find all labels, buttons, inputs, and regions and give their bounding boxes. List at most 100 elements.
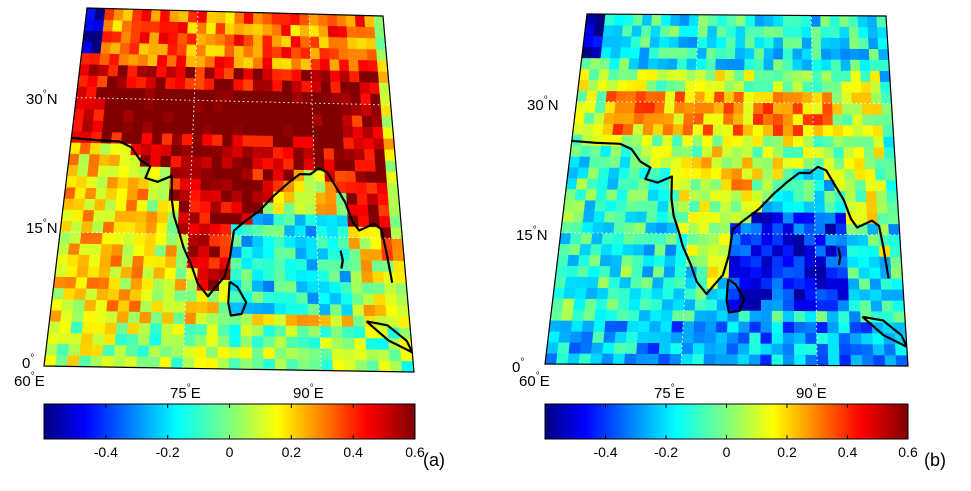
heatmap-cell: [624, 211, 638, 223]
heatmap-cell: [343, 148, 356, 161]
heatmap-cell: [771, 288, 784, 301]
heatmap-cell: [332, 359, 345, 372]
heatmap-cell: [334, 170, 347, 183]
heatmap-cell: [599, 254, 613, 267]
heatmap-cell: [132, 255, 145, 268]
heatmap-cell: [836, 266, 849, 279]
heatmap-cell: [253, 12, 264, 25]
heatmap-cell: [863, 146, 875, 159]
heatmap-cell: [356, 192, 369, 205]
heatmap-cell: [580, 331, 594, 343]
heatmap-cell: [844, 190, 857, 203]
heatmap-cell: [608, 276, 621, 289]
heatmap-cell: [752, 168, 764, 180]
heatmap-cell: [91, 220, 105, 233]
heatmap-cell: [186, 43, 197, 57]
heatmap-cell: [59, 220, 73, 233]
heatmap-cell: [696, 47, 708, 59]
heatmap-cell: [293, 146, 305, 159]
heatmap-cell: [61, 209, 74, 222]
heatmap-cell: [125, 199, 138, 212]
heatmap-cell: [217, 334, 230, 348]
heatmap-cell: [584, 298, 598, 310]
heatmap-cell: [185, 66, 196, 79]
heatmap-cell: [373, 137, 385, 150]
heatmap-cell: [760, 310, 773, 322]
heatmap-cell: [545, 341, 560, 354]
heatmap-cell: [815, 255, 827, 268]
heatmap-cell: [329, 292, 342, 305]
heatmap-cell: [878, 48, 890, 61]
heatmap-cell: [655, 79, 667, 92]
heatmap-cell: [749, 288, 762, 300]
heatmap-cell: [782, 222, 795, 235]
heatmap-cell: [76, 265, 90, 278]
heatmap-cell: [182, 345, 196, 358]
heatmap-cell: [283, 157, 295, 170]
heatmap-cell: [640, 145, 653, 158]
heatmap-cell: [262, 213, 275, 226]
heatmap-cell: [141, 9, 153, 22]
heatmap-cell: [720, 189, 732, 202]
heatmap-cell: [150, 311, 164, 324]
heatmap-cell: [115, 198, 128, 212]
heatmap-cell: [649, 167, 661, 179]
heatmap-cell: [557, 243, 571, 256]
heatmap-cell: [138, 322, 152, 335]
heatmap-cell: [743, 91, 755, 103]
heatmap-cell: [202, 111, 214, 124]
heatmap-cell: [782, 36, 794, 49]
heatmap-cell: [700, 167, 713, 180]
heatmap-cell: [559, 232, 572, 245]
heatmap-cell: [664, 243, 678, 256]
heatmap-cell: [671, 320, 684, 333]
heatmap-cell: [725, 47, 736, 60]
heatmap-cell: [573, 199, 586, 212]
heatmap-cell: [648, 331, 661, 344]
heatmap-cell: [623, 221, 637, 234]
heatmap-cell: [230, 257, 243, 270]
heatmap-cell: [673, 112, 685, 125]
heatmap-cell: [70, 220, 84, 233]
heatmap-cell: [232, 156, 244, 169]
heatmap-cell: [385, 304, 399, 317]
heatmap-cell: [737, 353, 750, 366]
heatmap-cell: [624, 342, 638, 354]
heatmap-cell: [252, 157, 264, 170]
heatmap-cell: [144, 87, 156, 100]
heatmap-cell: [693, 112, 705, 125]
heatmap-cell: [84, 97, 97, 110]
heatmap-cell: [285, 302, 298, 315]
heatmap-cell: [284, 269, 297, 282]
heatmap-cell: [155, 233, 168, 246]
heatmap-cell: [143, 109, 155, 123]
heatmap-cell: [146, 199, 159, 212]
heatmap-cell: [647, 189, 660, 201]
heatmap-cell: [117, 299, 131, 312]
heatmap-cell: [577, 166, 590, 179]
heatmap-cell: [684, 91, 696, 103]
heatmap-cell: [136, 199, 149, 212]
heatmap-cell: [605, 309, 619, 321]
heatmap-cell: [585, 287, 599, 299]
heatmap-cell: [174, 278, 187, 291]
heatmap-cell: [715, 47, 727, 60]
heatmap-cell: [342, 125, 354, 138]
heatmap-cell: [374, 26, 386, 39]
heatmap-cell: [252, 101, 264, 114]
heatmap-cell: [114, 210, 127, 223]
heatmap-cell: [593, 24, 605, 37]
heatmap-cell: [709, 211, 721, 224]
heatmap-cell: [585, 90, 598, 102]
heatmap-cell: [793, 310, 806, 323]
heatmap-cell: [727, 320, 740, 333]
heatmap-cell: [814, 212, 826, 224]
heatmap-cell: [610, 46, 622, 59]
heatmap-cell: [821, 91, 833, 104]
heatmap-cell: [354, 348, 368, 361]
heatmap-cell: [340, 81, 352, 94]
heatmap-cell: [681, 145, 693, 158]
heatmap-cell: [213, 100, 225, 113]
heatmap-cell: [826, 310, 840, 323]
heatmap-cell: [262, 57, 273, 70]
